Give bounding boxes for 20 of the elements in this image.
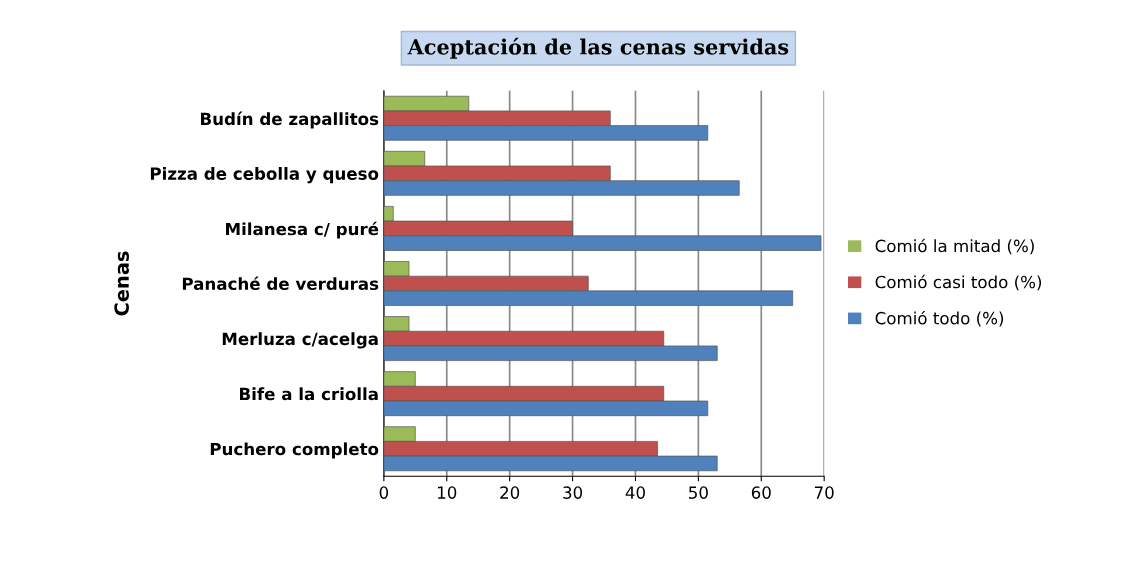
y-tick-label: Puchero completo	[210, 442, 379, 459]
legend-label: Comió casi todo (%)	[875, 274, 1042, 291]
x-tick-label: 40	[625, 486, 645, 499]
legend-label: Comió la mitad (%)	[875, 238, 1034, 255]
x-tick-label: 0	[379, 486, 389, 499]
x-tick-label: 70	[814, 486, 834, 499]
y-tick-label: Bife a la criolla	[240, 387, 378, 401]
x-tick-label: 30	[563, 486, 583, 499]
x-tick-label: 60	[751, 486, 771, 499]
y-axis-title: Cenas	[114, 251, 129, 316]
x-tick-label: 10	[437, 486, 457, 499]
x-tick-label: 50	[689, 486, 708, 499]
chart-title: Aceptación de las cenas servidas	[407, 37, 789, 59]
y-tick-label: Pizza de cebolla y queso	[150, 167, 379, 184]
y-tick-label: Milanesa c/ puré	[226, 221, 379, 239]
x-tick-label: 20	[500, 486, 520, 499]
y-tick-label: Budín de zapallitos	[201, 111, 379, 129]
legend-label: Comió todo (%)	[875, 310, 1004, 327]
y-tick-label: Merluza c/acelga	[222, 332, 378, 349]
y-tick-label: Panaché de verduras	[182, 276, 379, 291]
